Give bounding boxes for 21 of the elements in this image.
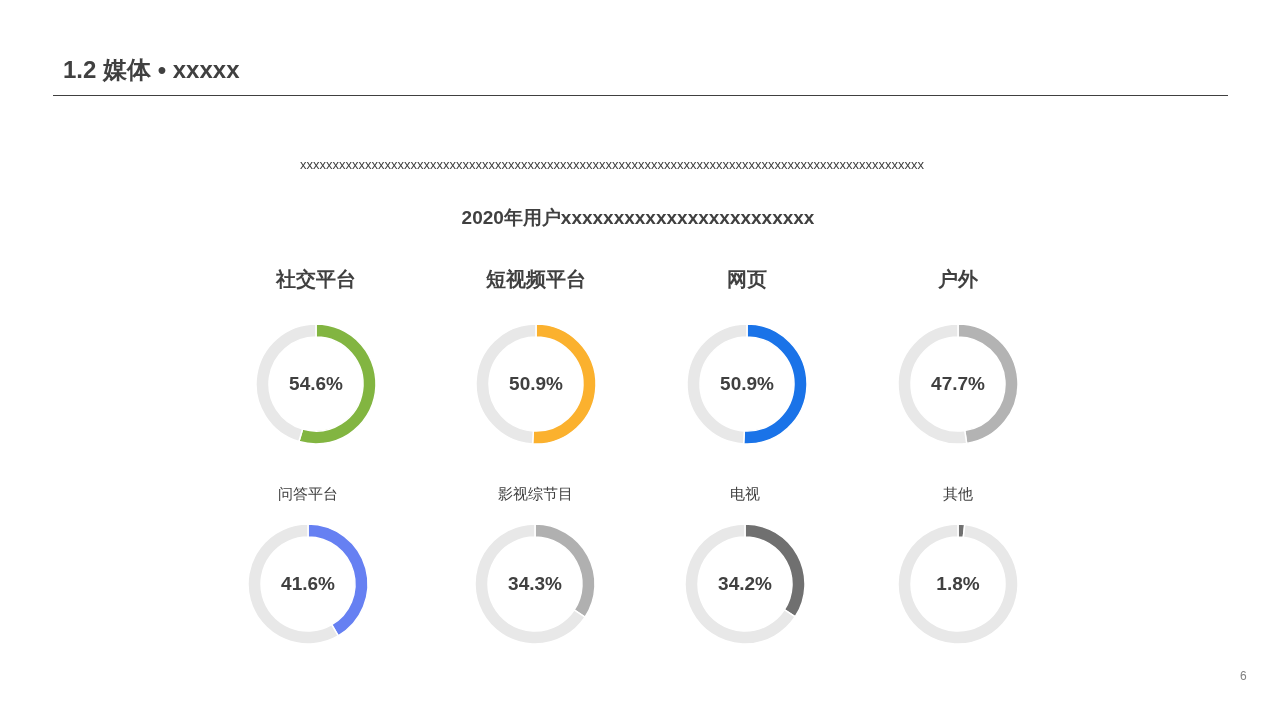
data-label: 34.3% [508,573,563,594]
data-label: 47.7% [931,373,986,394]
data-label: 1.8% [936,573,980,594]
chart-title: 电视 [730,485,760,502]
data-label: 34.2% [718,573,773,594]
data-label: 54.6% [289,373,344,394]
chart-title: 影视综节目 [497,485,573,502]
data-label: 41.6% [281,573,336,594]
chart-title: 社交平台 [275,268,356,290]
chart-title: 网页 [727,268,767,290]
text: xxxxxxxxxxxxxxxxxxxxxxxxxxxxxxxxxxxxxxxxxxxxxxxxxxxxxxxxxxxxxxxxxxxxxxxxxxxxxxxxxxxxxxxxxxxxxxxx [299,157,925,172]
chart-title: 问答平台 [278,485,338,502]
chart-title: 户外 [937,268,979,290]
data-label: 50.9% [720,373,775,394]
chart-title: 其他 [943,485,973,502]
text: 6 [1240,669,1247,683]
donut-slice [897,523,1019,645]
data-label: 50.9% [509,373,564,394]
text: 1.2 媒体 • xxxxx [63,55,240,85]
chart-title: 短视频平台 [485,268,586,290]
text: 2020年用户xxxxxxxxxxxxxxxxxxxxxxxx [460,206,816,230]
